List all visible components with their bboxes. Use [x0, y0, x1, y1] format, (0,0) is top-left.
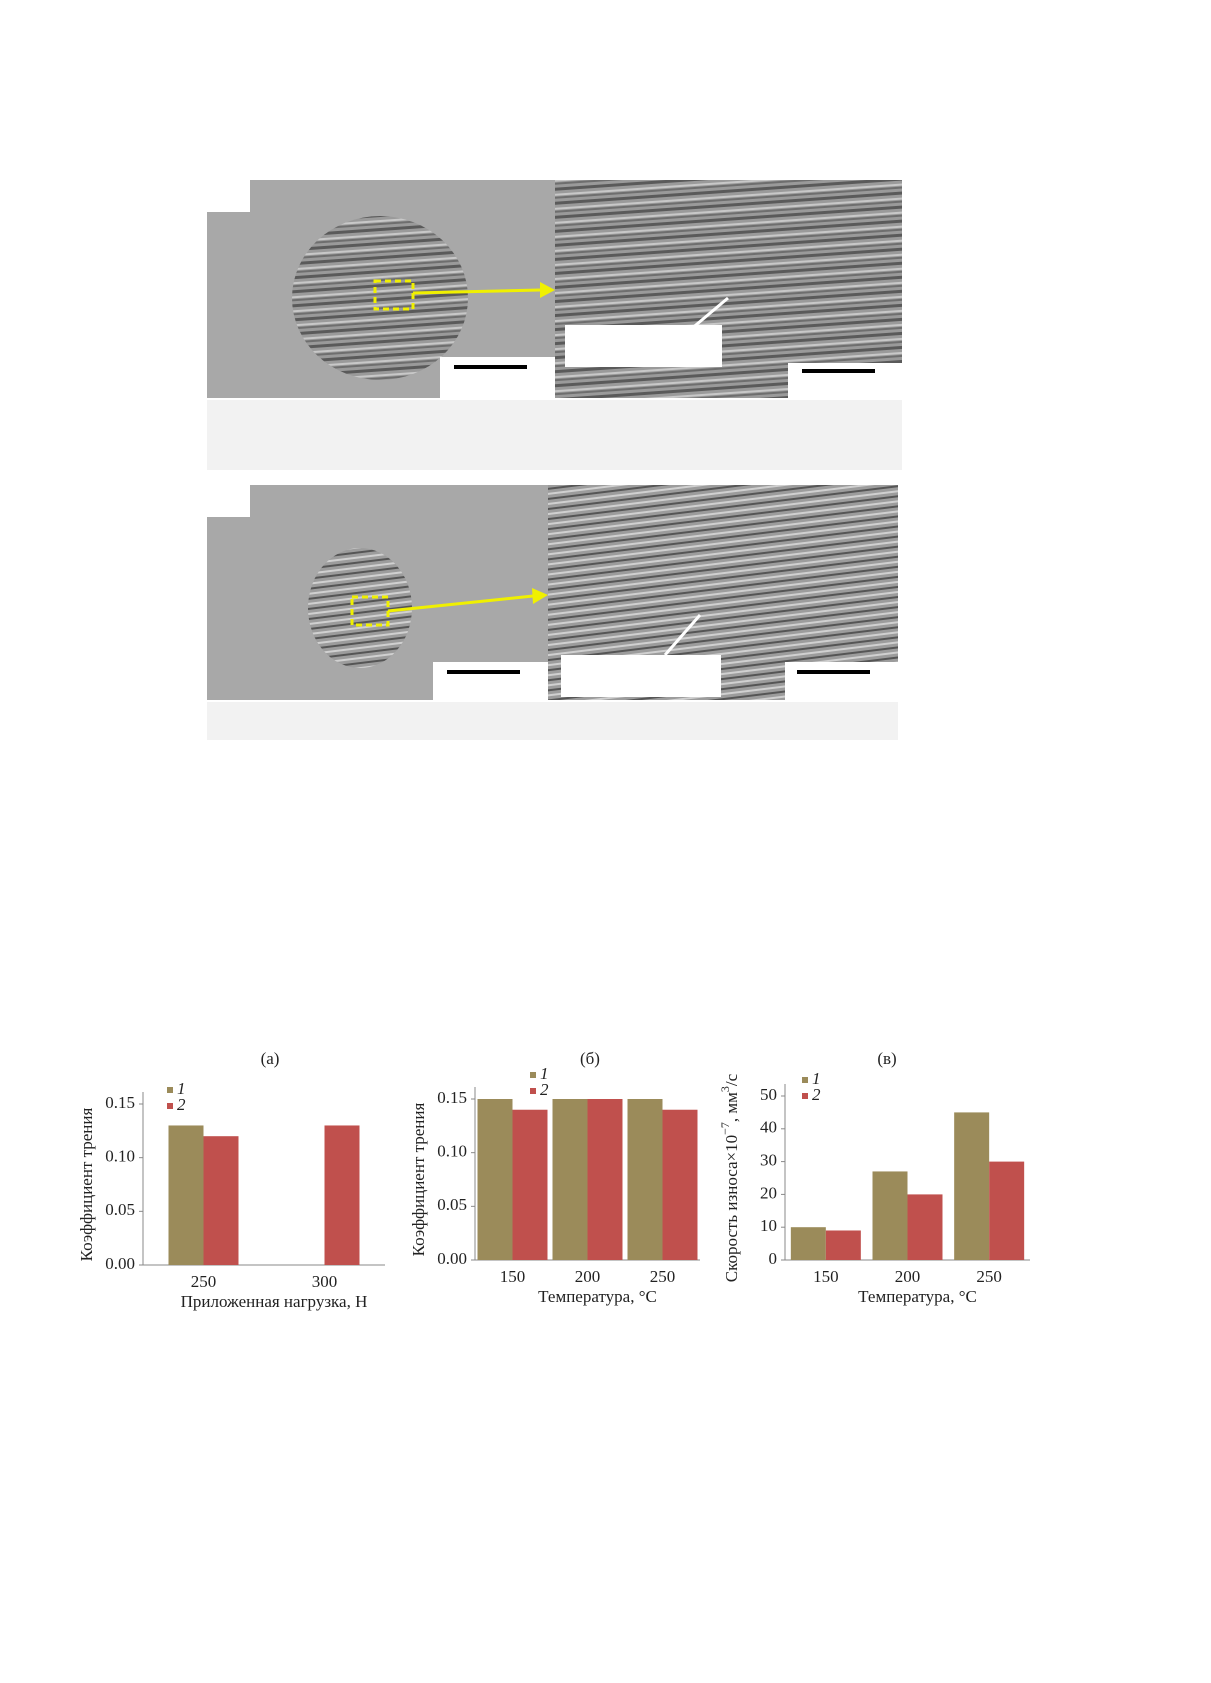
bar	[662, 1109, 698, 1260]
y-axis-label: Коэффициент трения	[77, 1108, 96, 1262]
bar	[825, 1230, 861, 1260]
y-axis-label-part: Коэффициент трения	[77, 1108, 96, 1262]
bar	[512, 1109, 548, 1260]
bar	[477, 1099, 513, 1260]
y-tick-label: 0.05	[105, 1200, 135, 1219]
x-axis-label: Температура, °C	[538, 1287, 657, 1306]
x-axis-label: Приложенная нагрузка, Н	[181, 1292, 368, 1311]
x-tick-label: 150	[813, 1267, 839, 1286]
x-tick-label: 250	[650, 1267, 676, 1286]
legend-swatch	[530, 1072, 536, 1078]
bar	[587, 1099, 623, 1260]
legend-label: 1	[177, 1079, 186, 1098]
x-axis-label: Температура, °C	[858, 1287, 977, 1306]
chart-title: (а)	[261, 1049, 280, 1068]
chart-title: (в)	[877, 1049, 896, 1068]
y-axis-label-part: /с	[722, 1073, 741, 1086]
legend-label: 1	[540, 1064, 549, 1083]
bar	[954, 1112, 990, 1260]
chart-title: (б)	[580, 1049, 600, 1068]
y-axis-label-part: 3	[718, 1086, 732, 1092]
y-tick-label: 40	[760, 1118, 777, 1137]
y-tick-label: 0.00	[437, 1249, 467, 1268]
legend-swatch	[530, 1088, 536, 1094]
bar	[989, 1161, 1025, 1260]
y-axis-label-part: Скорость износа×10	[722, 1135, 741, 1282]
y-tick-label: 0.00	[105, 1254, 135, 1273]
bar	[552, 1099, 588, 1260]
x-tick-label: 200	[895, 1267, 921, 1286]
x-tick-label: 250	[976, 1267, 1002, 1286]
x-tick-label: 200	[575, 1267, 601, 1286]
y-axis-label-part: , мм	[722, 1092, 741, 1122]
y-tick-label: 0.10	[105, 1147, 135, 1166]
legend-swatch	[167, 1087, 173, 1093]
bar	[168, 1125, 204, 1265]
y-axis-label-part: −7	[718, 1122, 732, 1135]
y-tick-label: 10	[760, 1216, 777, 1235]
y-axis-label-part: Коэффициент трения	[409, 1103, 428, 1257]
y-tick-label: 0.15	[437, 1088, 467, 1107]
bar	[627, 1099, 663, 1260]
legend-swatch	[167, 1103, 173, 1109]
y-tick-label: 0.05	[437, 1195, 467, 1214]
legend-label: 2	[177, 1095, 186, 1114]
legend-swatch	[802, 1077, 808, 1083]
x-tick-label: 150	[500, 1267, 526, 1286]
bar	[872, 1171, 908, 1260]
legend-label: 1	[812, 1069, 821, 1088]
bar	[203, 1136, 239, 1265]
bar	[907, 1194, 943, 1260]
bar	[790, 1227, 826, 1260]
y-tick-label: 0.15	[105, 1093, 135, 1112]
x-tick-label: 300	[312, 1272, 338, 1291]
y-tick-label: 30	[760, 1151, 777, 1170]
y-tick-label: 0.10	[437, 1142, 467, 1161]
micrograph-2	[207, 485, 898, 740]
legend-swatch	[802, 1093, 808, 1099]
micrograph-1	[207, 180, 902, 470]
y-tick-label: 0	[769, 1249, 778, 1268]
y-tick-label: 50	[760, 1085, 777, 1104]
x-tick-label: 250	[191, 1272, 217, 1291]
y-axis-label: Скорость износа×10−7, мм3/с	[718, 1073, 741, 1282]
bar	[324, 1125, 360, 1265]
legend-label: 2	[812, 1085, 821, 1104]
legend-label: 2	[540, 1080, 549, 1099]
y-axis-label: Коэффициент трения	[409, 1103, 428, 1257]
y-tick-label: 20	[760, 1183, 777, 1202]
